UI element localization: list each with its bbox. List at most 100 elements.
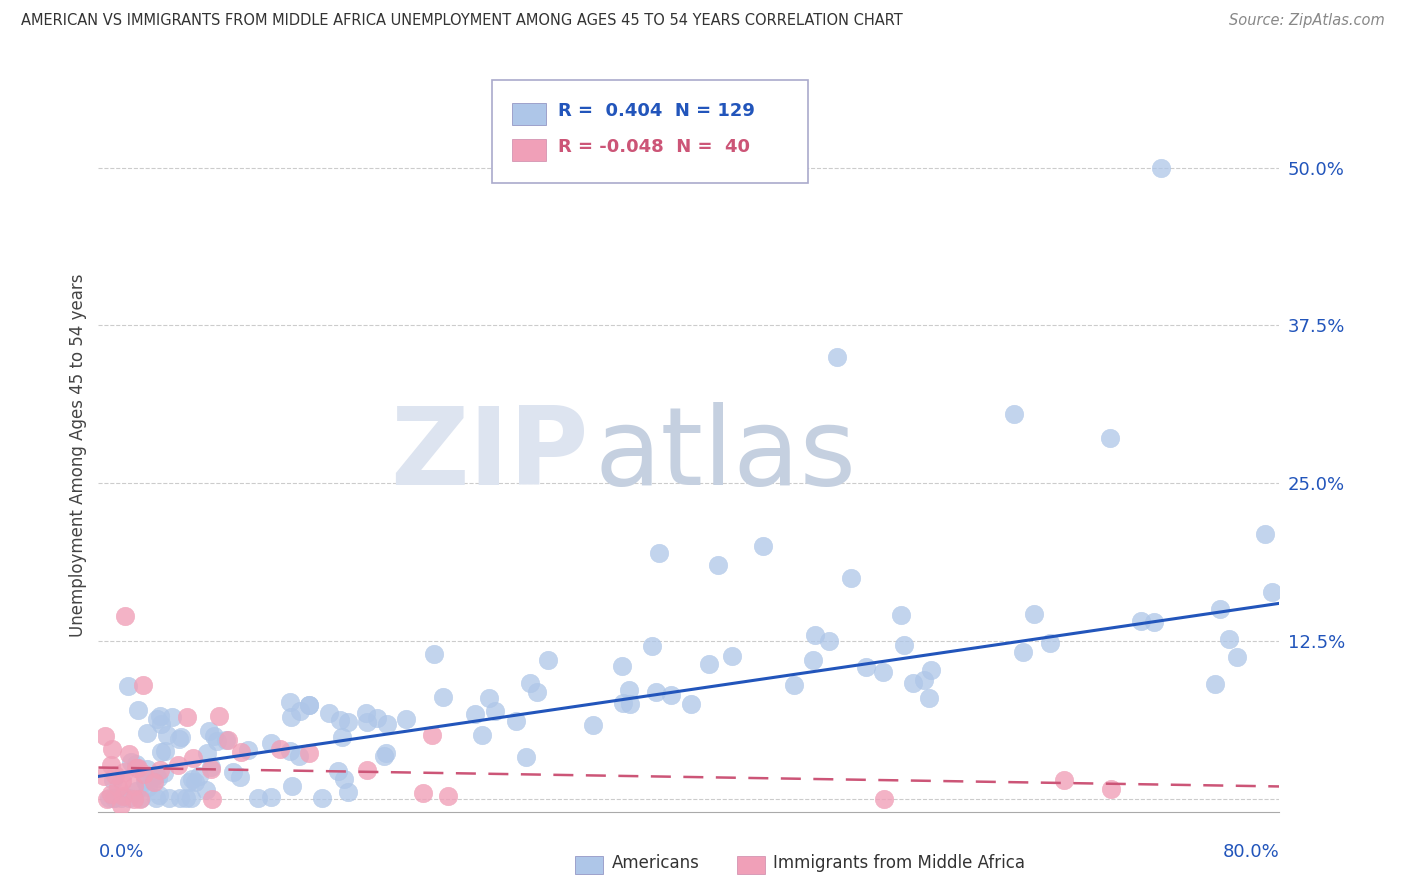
- Point: [127, 761, 149, 775]
- Point: [330, 731, 353, 745]
- Point: [111, 789, 134, 804]
- Point: [195, 746, 218, 760]
- Point: [145, 712, 167, 726]
- Point: [167, 731, 190, 746]
- Point: [124, 757, 146, 772]
- Point: [205, 734, 228, 748]
- Point: [519, 676, 541, 690]
- Point: [318, 706, 340, 720]
- Point: [432, 690, 454, 704]
- Point: [336, 714, 359, 729]
- Text: R = -0.048  N =  40: R = -0.048 N = 40: [558, 138, 751, 156]
- Point: [825, 350, 848, 364]
- Point: [118, 790, 141, 805]
- Point: [1024, 607, 1046, 621]
- Point: [114, 609, 136, 624]
- Point: [918, 691, 941, 706]
- Point: [152, 766, 174, 780]
- Point: [804, 628, 827, 642]
- Point: [101, 772, 124, 787]
- Point: [145, 767, 167, 781]
- Point: [143, 775, 166, 789]
- Point: [818, 634, 841, 648]
- Y-axis label: Unemployment Among Ages 45 to 54 years: Unemployment Among Ages 45 to 54 years: [69, 273, 87, 637]
- Point: [681, 698, 703, 712]
- Point: [278, 695, 301, 709]
- Point: [912, 673, 935, 687]
- Point: [374, 746, 396, 760]
- Point: [146, 771, 169, 785]
- Point: [1218, 632, 1240, 647]
- Text: R =  0.404  N = 129: R = 0.404 N = 129: [558, 103, 755, 120]
- Point: [238, 743, 260, 757]
- Point: [169, 790, 191, 805]
- Point: [215, 733, 238, 747]
- Point: [855, 659, 877, 673]
- Point: [659, 688, 682, 702]
- Point: [125, 761, 148, 775]
- Point: [893, 638, 915, 652]
- Point: [155, 728, 177, 742]
- Point: [515, 749, 537, 764]
- Point: [1012, 645, 1035, 659]
- Point: [356, 763, 378, 777]
- Point: [111, 774, 134, 789]
- Point: [280, 710, 302, 724]
- Point: [170, 730, 193, 744]
- Point: [617, 683, 640, 698]
- Point: [97, 790, 120, 805]
- Point: [200, 762, 222, 776]
- Point: [117, 679, 139, 693]
- Point: [287, 748, 309, 763]
- Point: [132, 678, 155, 692]
- Point: [478, 690, 501, 705]
- Point: [329, 713, 352, 727]
- Point: [537, 653, 560, 667]
- Point: [1099, 781, 1122, 796]
- Point: [420, 728, 443, 742]
- Point: [872, 665, 894, 679]
- Point: [208, 709, 231, 723]
- Point: [526, 685, 548, 699]
- Point: [247, 790, 270, 805]
- Point: [699, 657, 721, 671]
- Point: [136, 780, 159, 794]
- Point: [134, 774, 156, 789]
- Point: [298, 698, 321, 712]
- Point: [202, 729, 225, 743]
- Point: [644, 685, 666, 699]
- Point: [110, 790, 132, 805]
- Text: ZIP: ZIP: [389, 402, 589, 508]
- Point: [124, 792, 146, 806]
- Point: [464, 707, 486, 722]
- Point: [336, 785, 359, 799]
- Point: [94, 729, 117, 743]
- Point: [1053, 772, 1076, 787]
- Point: [437, 789, 460, 803]
- Point: [112, 764, 135, 779]
- Point: [181, 750, 204, 764]
- Point: [1150, 161, 1173, 175]
- Point: [195, 783, 218, 797]
- Point: [155, 744, 177, 758]
- Point: [150, 745, 173, 759]
- Point: [143, 770, 166, 784]
- Point: [217, 732, 239, 747]
- Point: [783, 678, 806, 692]
- Point: [721, 648, 744, 663]
- Point: [278, 744, 301, 758]
- Point: [423, 647, 446, 661]
- Point: [120, 755, 142, 769]
- Point: [110, 798, 132, 813]
- Point: [181, 772, 204, 787]
- Point: [1098, 431, 1121, 445]
- Point: [751, 540, 773, 554]
- Point: [1204, 677, 1226, 691]
- Point: [260, 736, 283, 750]
- Point: [326, 764, 349, 779]
- Text: AMERICAN VS IMMIGRANTS FROM MIDDLE AFRICA UNEMPLOYMENT AMONG AGES 45 TO 54 YEARS: AMERICAN VS IMMIGRANTS FROM MIDDLE AFRIC…: [21, 13, 903, 29]
- Point: [839, 571, 862, 585]
- Point: [412, 786, 434, 800]
- Point: [148, 788, 170, 802]
- Point: [101, 742, 124, 756]
